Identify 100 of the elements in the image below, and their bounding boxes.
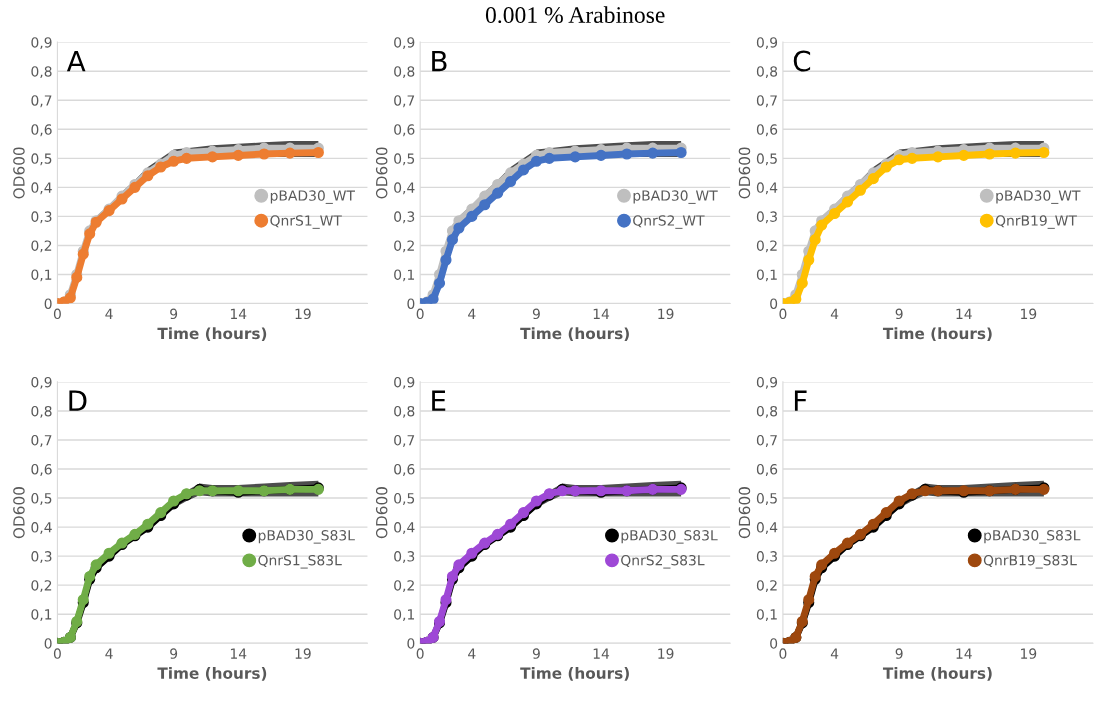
y-tick-label: 0,9 bbox=[756, 376, 778, 389]
y-tick-label: 0,8 bbox=[394, 405, 415, 418]
x-tick-label: 0 bbox=[53, 648, 61, 659]
annotation: C bbox=[793, 50, 811, 72]
y-tick-label: 0,6 bbox=[31, 463, 52, 476]
y-tick-label: 0,2 bbox=[31, 580, 52, 593]
x-tick-label: 19 bbox=[295, 648, 311, 659]
y-tick-label: 0,9 bbox=[756, 37, 778, 50]
x-axis-title: Time (hours) bbox=[520, 327, 629, 341]
y-tick-label: 0,6 bbox=[756, 463, 778, 476]
y-tick-label: 0,4 bbox=[756, 182, 778, 195]
annotation: E bbox=[432, 390, 446, 411]
x-tick-label: 4 bbox=[105, 648, 113, 659]
x-tick-label: 9 bbox=[170, 308, 178, 320]
y-tick-label: 0,3 bbox=[756, 211, 777, 224]
x-tick-label: 0 bbox=[779, 648, 787, 659]
y-tick-label: 0,7 bbox=[394, 95, 415, 108]
legend-label: QnrS2_WT bbox=[633, 215, 705, 229]
y-tick-label: 0,7 bbox=[31, 95, 52, 108]
y-tick-label: 0,9 bbox=[31, 376, 52, 389]
y-tick-label: 0,2 bbox=[394, 240, 414, 253]
legend-label: QnrS1_S83L bbox=[258, 554, 342, 569]
x-axis-title: Time (hours) bbox=[157, 667, 267, 681]
x-tick-label: 9 bbox=[532, 648, 540, 659]
x-axis-title: Time (hours) bbox=[882, 327, 992, 341]
x-tick-label: 4 bbox=[830, 308, 839, 319]
y-tick-label: 0,5 bbox=[756, 153, 777, 166]
legend-label: pBAD30_S83L bbox=[984, 530, 1081, 544]
y-tick-label: 0,7 bbox=[756, 434, 777, 447]
y-tick-label: 0 bbox=[44, 298, 52, 309]
x-tick-label: 14 bbox=[956, 648, 972, 659]
x-tick-label: 14 bbox=[593, 648, 610, 659]
y-tick-label: 0,5 bbox=[31, 153, 52, 166]
legend-label: QnrB19_WT bbox=[995, 215, 1077, 229]
x-tick-label: 19 bbox=[1021, 648, 1037, 659]
x-tick-label: 19 bbox=[295, 308, 311, 320]
x-tick-label: 0 bbox=[53, 308, 61, 320]
y-tick-label: 0,7 bbox=[756, 95, 777, 108]
y-tick-label: 0,1 bbox=[31, 609, 52, 622]
legend-label: QnrS1_WT bbox=[270, 215, 342, 229]
legend-label: QnrB19_S83L bbox=[983, 554, 1077, 569]
x-tick-label: 9 bbox=[532, 308, 540, 320]
y-tick-label: 0,7 bbox=[31, 434, 52, 447]
y-tick-label: 0,9 bbox=[394, 376, 415, 389]
y-tick-label: 0,1 bbox=[31, 269, 52, 282]
y-tick-label: 0,9 bbox=[394, 37, 415, 50]
x-tick-label: 19 bbox=[658, 648, 674, 659]
y-tick-label: 0 bbox=[770, 298, 778, 309]
x-axis-title: Time (hours) bbox=[157, 327, 267, 341]
y-tick-label: 0,1 bbox=[394, 269, 415, 282]
y-tick-label: 0,4 bbox=[31, 522, 52, 534]
y-tick-label: 0,5 bbox=[756, 493, 777, 505]
y-tick-label: 0,4 bbox=[394, 182, 415, 195]
y-tick-label: 0,4 bbox=[394, 522, 415, 534]
y-tick-label: 0,6 bbox=[756, 124, 778, 137]
y-tick-label: 0,6 bbox=[394, 463, 415, 476]
y-tick-label: 0,2 bbox=[394, 580, 414, 593]
y-tick-label: 0 bbox=[407, 298, 415, 309]
y-tick-label: 0,1 bbox=[756, 269, 777, 282]
y-tick-label: 0 bbox=[44, 638, 52, 649]
y-tick-label: 0 bbox=[770, 638, 778, 649]
x-tick-label: 9 bbox=[895, 648, 903, 659]
x-tick-label: 19 bbox=[658, 308, 674, 320]
x-tick-label: 14 bbox=[230, 648, 247, 659]
x-axis-title: Time (hours) bbox=[882, 667, 992, 681]
x-tick-label: 0 bbox=[416, 648, 424, 659]
y-tick-label: 0,1 bbox=[394, 609, 415, 622]
y-tick-label: 0,8 bbox=[756, 66, 778, 79]
y-axis-title: OD600 bbox=[738, 147, 751, 199]
y-axis-title: OD600 bbox=[375, 487, 388, 539]
y-tick-label: 0,2 bbox=[756, 580, 777, 593]
y-axis-title: OD600 bbox=[375, 147, 388, 199]
x-tick-label: 14 bbox=[956, 308, 972, 319]
x-tick-label: 0 bbox=[779, 308, 787, 320]
x-tick-label: 14 bbox=[593, 308, 610, 319]
legend-label: pBAD30_WT bbox=[633, 190, 718, 204]
x-tick-label: 19 bbox=[1021, 308, 1037, 320]
y-tick-label: 0,8 bbox=[394, 66, 415, 79]
x-tick-label: 14 bbox=[230, 308, 247, 319]
legend-label: QnrS2_S83L bbox=[621, 554, 705, 569]
y-tick-label: 0,3 bbox=[31, 551, 52, 564]
y-axis-title: OD600 bbox=[738, 487, 751, 539]
x-tick-label: 0 bbox=[416, 308, 424, 320]
y-tick-label: 0,8 bbox=[31, 66, 52, 79]
y-tick-label: 0,6 bbox=[31, 124, 52, 137]
legend-label: pBAD30_S83L bbox=[258, 530, 355, 544]
x-tick-label: 4 bbox=[468, 308, 476, 319]
x-tick-label: 4 bbox=[105, 308, 113, 319]
x-tick-label: 9 bbox=[170, 648, 178, 659]
legend-label: pBAD30_WT bbox=[996, 190, 1081, 204]
legend-label: pBAD30_WT bbox=[270, 190, 355, 204]
y-tick-label: 0,8 bbox=[756, 405, 778, 418]
y-tick-label: 0,6 bbox=[394, 124, 415, 137]
annotation: F bbox=[794, 390, 807, 411]
annotation: A bbox=[66, 50, 86, 72]
x-axis-title: Time (hours) bbox=[520, 667, 629, 681]
y-tick-label: 0,7 bbox=[394, 434, 415, 447]
y-tick-label: 0,5 bbox=[394, 493, 415, 505]
y-tick-label: 0,5 bbox=[31, 493, 52, 505]
annotation: B bbox=[432, 50, 447, 72]
